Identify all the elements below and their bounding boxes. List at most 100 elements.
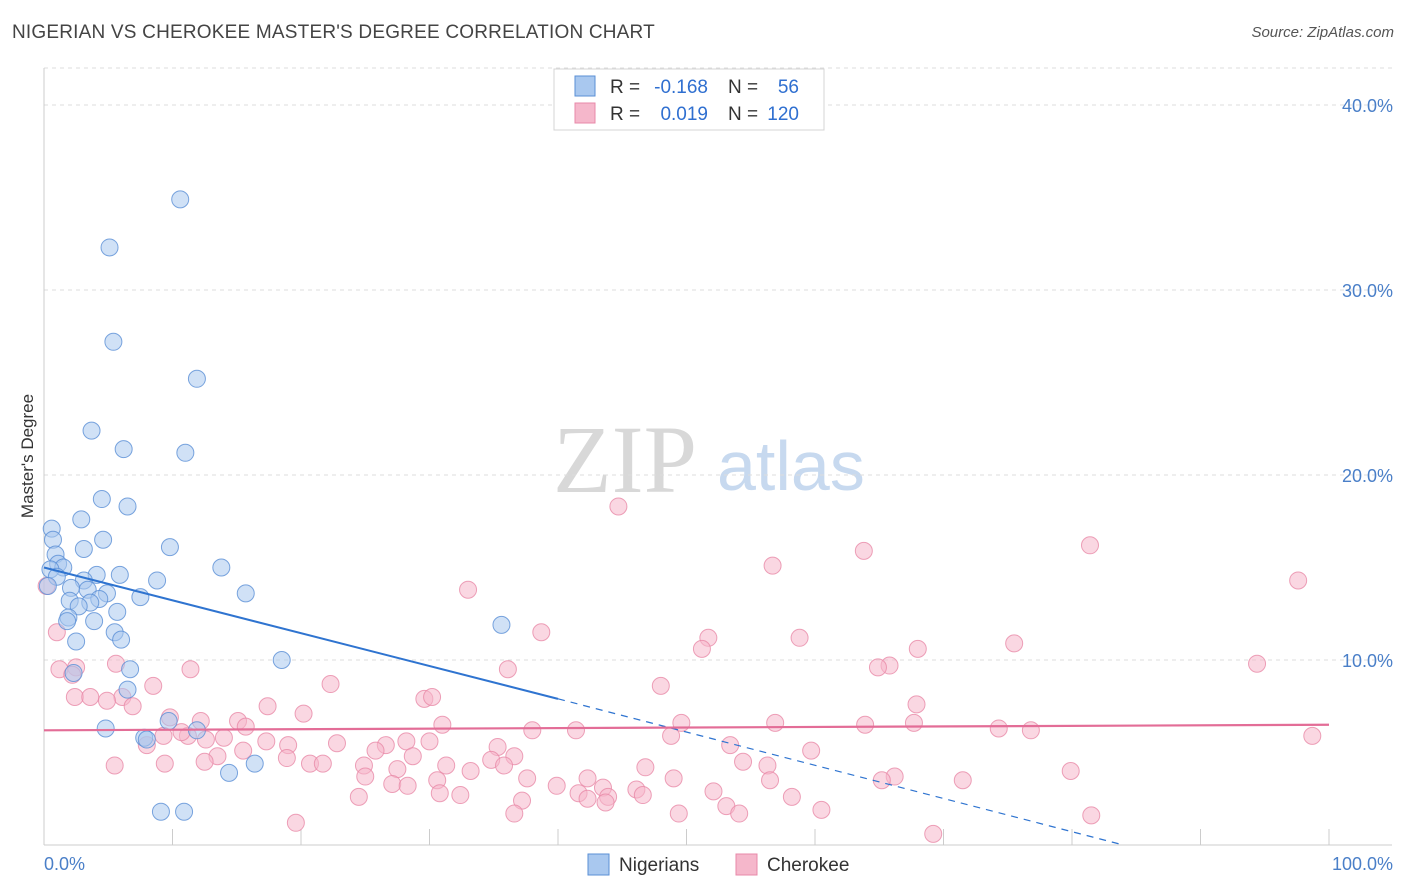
stats-legend-swatch-cherokee <box>574 102 596 124</box>
stats-r-label-cherokee: R = <box>610 104 640 125</box>
cherokee-point <box>766 713 785 732</box>
cherokee-point <box>761 771 780 790</box>
cherokee-point <box>908 639 927 658</box>
cherokee-point <box>181 660 200 679</box>
cherokee-point <box>578 769 597 788</box>
nigerians-point <box>118 680 137 699</box>
nigerians-point <box>94 530 113 549</box>
nigerians-point <box>212 558 231 577</box>
nigerians-point <box>58 612 77 631</box>
cherokee-point <box>356 767 375 786</box>
stats-r-label-nigerians: R = <box>610 77 640 98</box>
series-legend-swatch-cherokee <box>735 853 758 876</box>
nigerians-point <box>100 238 119 257</box>
stats-legend: R = -0.168 N = 56 R = 0.019 N = 120 <box>553 68 825 131</box>
cherokee-point <box>236 717 255 736</box>
cherokee-point <box>1021 721 1040 740</box>
nigerians-point <box>160 538 179 557</box>
nigerians-point <box>82 421 101 440</box>
stats-r-value-cherokee: 0.019 <box>660 104 708 125</box>
cherokee-point <box>437 756 456 775</box>
cherokee-point <box>907 695 926 714</box>
cherokee-point <box>566 721 585 740</box>
y-tick-labels: 10.0% 20.0% 30.0% 40.0% <box>1342 96 1393 671</box>
x-ticks <box>172 829 1330 845</box>
cherokee-point <box>547 776 566 795</box>
y-tick-label: 20.0% <box>1342 466 1393 486</box>
nigerians-point <box>110 565 129 584</box>
cherokee-point <box>953 771 972 790</box>
cherokee-point <box>498 660 517 679</box>
cherokee-point <box>495 756 514 775</box>
y-tick-label: 40.0% <box>1342 96 1393 116</box>
cherokee-point <box>1082 806 1101 825</box>
cherokee-point <box>398 776 417 795</box>
nigerians-point <box>67 632 86 651</box>
nigerians-trendline <box>43 566 559 700</box>
cherokee-point <box>730 804 749 823</box>
cherokee-point <box>669 804 688 823</box>
cherokee-point <box>403 747 422 766</box>
nigerians-point <box>43 530 62 549</box>
cherokee-point <box>904 713 923 732</box>
cherokee-point <box>924 824 943 843</box>
nigerians-point <box>220 763 239 782</box>
cherokee-point <box>868 658 887 677</box>
cherokee-point <box>1289 571 1308 590</box>
cherokee-point <box>258 697 277 716</box>
cherokee-point <box>636 758 655 777</box>
nigerians-point <box>85 612 104 631</box>
cherokee-point <box>596 793 615 812</box>
nigerians-point <box>64 663 83 682</box>
cherokee-point <box>790 628 809 647</box>
series-legend: Nigerians Cherokee <box>587 853 849 876</box>
cherokee-point <box>609 497 628 516</box>
nigerians-trendline-extension <box>557 698 1124 846</box>
cherokee-point <box>461 762 480 780</box>
cherokee-point <box>854 541 873 560</box>
nigerians-point <box>121 660 140 679</box>
stats-n-label-nigerians: N = <box>728 77 758 98</box>
cherokee-point <box>856 715 875 734</box>
nigerians-point <box>69 597 88 616</box>
cherokee-point <box>144 676 163 695</box>
stats-n-label-cherokee: N = <box>728 104 758 125</box>
axes <box>43 68 1392 846</box>
cherokee-point <box>692 639 711 658</box>
watermark-atlas: atlas <box>717 427 865 505</box>
cherokee-point <box>97 691 116 710</box>
source-credit: Source: ZipAtlas.com <box>1251 24 1394 41</box>
cherokee-point <box>459 580 478 599</box>
cherokee-point <box>195 752 214 771</box>
nigerians-point <box>92 490 111 509</box>
trendlines <box>43 566 1330 846</box>
stats-legend-box <box>553 68 825 131</box>
cherokee-point <box>1248 654 1267 673</box>
nigerians-point <box>137 730 156 749</box>
nigerians-point <box>236 584 255 603</box>
stats-n-value-nigerians: 56 <box>778 77 799 98</box>
cherokee-point <box>505 804 524 823</box>
cherokee-point <box>812 800 831 819</box>
cherokee-point <box>518 769 537 788</box>
cherokee-point <box>313 754 332 773</box>
cherokee-point <box>47 623 66 642</box>
cherokee-point <box>286 813 305 832</box>
cherokee-point <box>633 786 652 805</box>
cherokee-point <box>155 754 174 773</box>
cherokee-point <box>758 756 777 775</box>
nigerians-point <box>112 630 131 649</box>
chart-title: NIGERIAN VS CHEROKEE MASTER'S DEGREE COR… <box>12 22 655 43</box>
cherokee-point <box>651 676 670 695</box>
cherokee-point <box>1303 726 1322 745</box>
x-tick-label-max: 100.0% <box>1332 854 1393 874</box>
cherokee-point <box>1061 762 1080 780</box>
cherokee-point <box>423 688 442 706</box>
cherokee-point <box>277 749 296 768</box>
series-legend-label-nigerians: Nigerians <box>619 855 699 876</box>
cherokee-point <box>366 741 385 760</box>
stats-legend-swatch-nigerians <box>574 75 596 97</box>
cherokee-point <box>321 675 340 694</box>
cherokee-point <box>1005 634 1024 653</box>
cherokee-point <box>420 732 439 751</box>
